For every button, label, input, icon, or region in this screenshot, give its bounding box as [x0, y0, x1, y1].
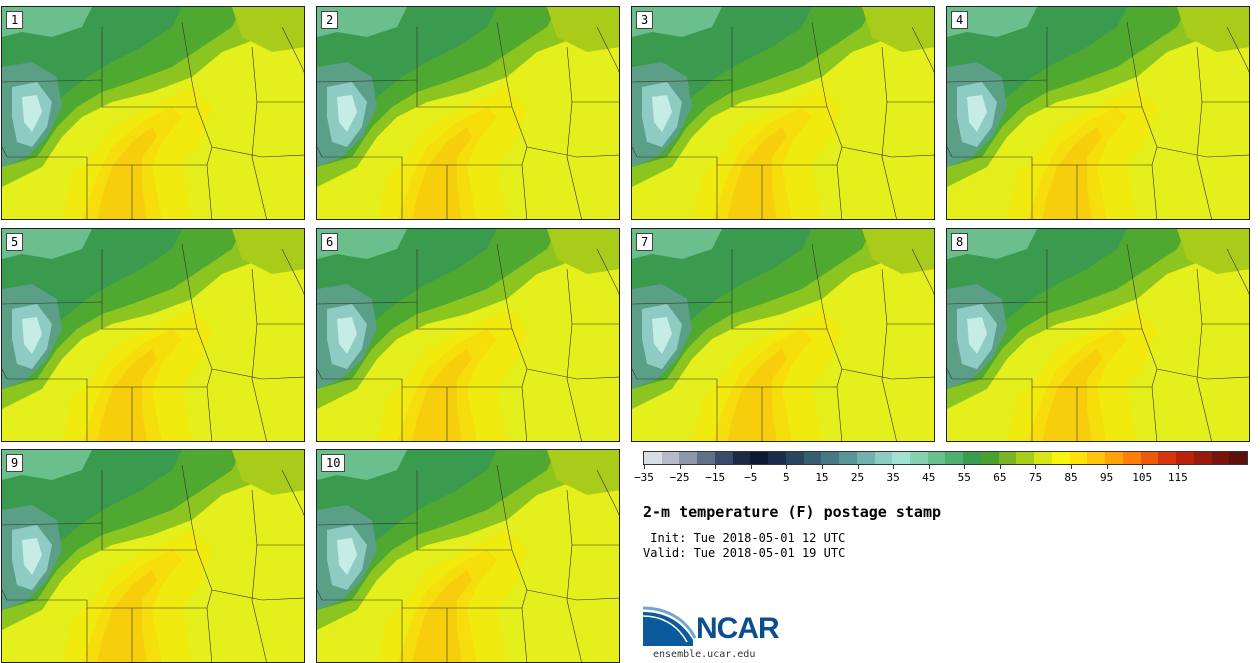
colorbar-swatch: [998, 452, 1017, 464]
colorbar-tick-label: 75: [1028, 471, 1043, 484]
member-label: 10: [321, 454, 346, 472]
ensemble-member-map: 6: [316, 228, 620, 442]
ncar-logo-text: NCAR: [696, 612, 780, 645]
colorbar-tick: [644, 465, 645, 469]
ensemble-member-map: 10: [316, 449, 620, 663]
colorbar-swatch: [839, 452, 857, 464]
colorbar-swatch: [927, 452, 946, 464]
ensemble-member-map: 8: [946, 228, 1250, 442]
colorbar-tick: [821, 465, 823, 469]
colorbar-tick: [928, 465, 930, 469]
colorbar-tick-label: 25: [850, 471, 865, 484]
ensemble-member-map: 5: [1, 228, 305, 442]
colorbar-swatch: [679, 452, 698, 464]
colorbar-swatch: [644, 452, 662, 464]
colorbar-tick-label: −5: [744, 471, 758, 484]
colorbar-tick-label: 35: [886, 471, 900, 484]
colorbar-swatch: [803, 452, 822, 464]
member-label: 1: [6, 11, 24, 29]
colorbar-tick: [1142, 465, 1144, 469]
ensemble-member-map: 1: [1, 6, 305, 220]
colorbar-tick: [964, 465, 966, 469]
ncar-logo: [643, 606, 697, 646]
member-label: 4: [951, 11, 969, 29]
colorbar-ticks: −35 −25 −15 −5 5 15 25 35 45 55 65 75 85 95 105 115: [634, 465, 1248, 489]
colorbar-swatch: [661, 452, 680, 464]
colorbar-swatch: [1087, 452, 1106, 464]
colorbar-swatch: [1229, 452, 1247, 464]
member-label: 3: [636, 11, 654, 29]
site-url: ensemble.ucar.edu: [653, 649, 756, 660]
colorbar-swatch: [892, 452, 911, 464]
colorbar-tick: [715, 465, 717, 469]
colorbar-tick-label: −15: [705, 471, 726, 484]
colorbar-swatch: [1105, 452, 1123, 464]
member-label: 2: [321, 11, 339, 29]
colorbar-swatch: [1140, 452, 1159, 464]
colorbar-tick-label: 65: [993, 471, 1007, 484]
colorbar-tick-label: 15: [815, 471, 829, 484]
member-label: 7: [636, 233, 654, 251]
ensemble-member-map: 2: [316, 6, 620, 220]
colorbar-tick-label: −35: [634, 471, 654, 484]
colorbar-swatch: [963, 452, 981, 464]
colorbar-tick: [750, 465, 752, 469]
colorbar-tick: [786, 465, 788, 469]
colorbar-swatch: [750, 452, 769, 464]
colorbar-swatch: [856, 452, 875, 464]
member-label: 5: [6, 233, 24, 251]
colorbar-swatch: [910, 452, 928, 464]
colorbar-tick: [1035, 465, 1037, 469]
colorbar-tick: [679, 465, 681, 469]
figure-title: 2-m temperature (F) postage stamp: [643, 503, 942, 521]
colorbar-swatch: [1158, 452, 1177, 464]
colorbar-swatch: [1051, 452, 1070, 464]
member-label: 9: [6, 454, 24, 472]
colorbar-swatch: [1211, 452, 1230, 464]
colorbar-tick-label: 5: [783, 471, 790, 484]
colorbar-tick: [1071, 465, 1073, 469]
colorbar-tick: [893, 465, 895, 469]
temperature-colorbar: [643, 451, 1248, 465]
colorbar-swatch: [697, 452, 715, 464]
colorbar-swatch: [821, 452, 840, 464]
colorbar-swatch: [714, 452, 733, 464]
colorbar-swatch: [1176, 452, 1194, 464]
colorbar-tick: [1106, 465, 1108, 469]
colorbar-swatch: [874, 452, 893, 464]
ensemble-member-map: 3: [631, 6, 935, 220]
init-time: Init: Tue 2018-05-01 12 UTC: [643, 531, 846, 545]
member-label: 8: [951, 233, 969, 251]
colorbar-tick: [857, 465, 859, 469]
colorbar-tick-label: 115: [1167, 471, 1188, 484]
colorbar-tick-label: 85: [1064, 471, 1078, 484]
ensemble-member-map: 4: [946, 6, 1250, 220]
colorbar-tick-label: −25: [669, 471, 690, 484]
colorbar-tick: [1177, 465, 1179, 469]
colorbar-tick-label: 105: [1132, 471, 1153, 484]
colorbar-swatch: [1016, 452, 1035, 464]
colorbar-swatch: [785, 452, 804, 464]
colorbar-tick-label: 45: [922, 471, 936, 484]
colorbar-swatch: [768, 452, 786, 464]
colorbar-tick: [999, 465, 1001, 469]
colorbar-swatch: [1034, 452, 1052, 464]
colorbar-swatch: [732, 452, 751, 464]
ensemble-member-map: 9: [1, 449, 305, 663]
ensemble-member-map: 7: [631, 228, 935, 442]
valid-time: Valid: Tue 2018-05-01 19 UTC: [643, 546, 846, 560]
colorbar-tick-label: 55: [957, 471, 971, 484]
colorbar-tick-label: 95: [1100, 471, 1114, 484]
colorbar-swatch: [1193, 452, 1212, 464]
colorbar-swatch: [1122, 452, 1141, 464]
colorbar-swatch: [945, 452, 964, 464]
colorbar-swatch: [1069, 452, 1088, 464]
colorbar-swatch: [980, 452, 999, 464]
member-label: 6: [321, 233, 339, 251]
